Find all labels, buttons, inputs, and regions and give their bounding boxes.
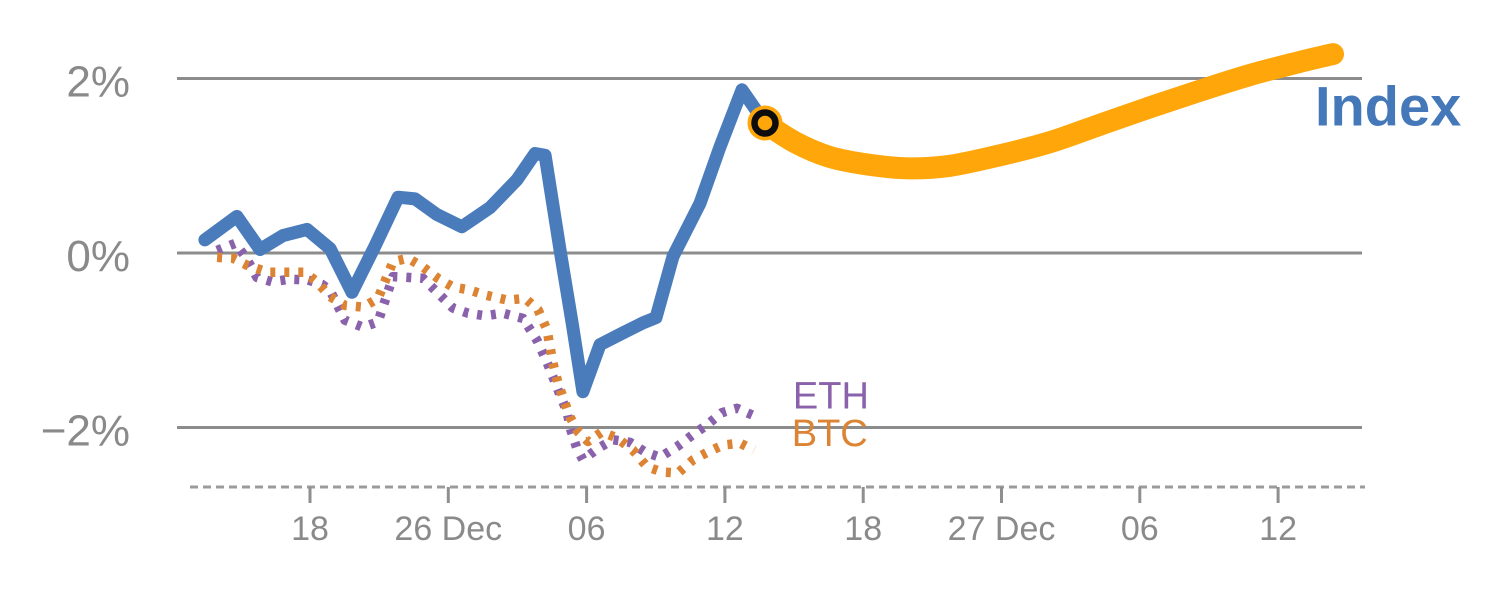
series-label-eth: ETH (793, 375, 869, 417)
x-axis-label: 27 Dec (948, 510, 1056, 548)
series-label-btc: BTC (792, 413, 868, 455)
x-axis-label: 18 (844, 510, 882, 548)
current-value-marker-ring (751, 109, 779, 137)
series-line-index (198, 83, 772, 399)
y-axis-label-2pct: 2% (66, 58, 130, 107)
y-axis-label-0pct: 0% (66, 232, 130, 281)
x-axis-label: 12 (1259, 510, 1297, 548)
x-axis-label: 06 (568, 510, 606, 548)
series-line-btc (216, 252, 757, 478)
x-axis-label: 18 (291, 510, 329, 548)
y-axis-label-−2pct: −2% (41, 407, 130, 456)
x-axis-label: 12 (706, 510, 744, 548)
series-line-eth (215, 238, 755, 465)
series-line-index-projection (754, 43, 1344, 180)
x-axis-label: 06 (1121, 510, 1159, 548)
x-axis-label: 26 Dec (394, 510, 502, 548)
series-label-index: Index (1315, 75, 1461, 138)
